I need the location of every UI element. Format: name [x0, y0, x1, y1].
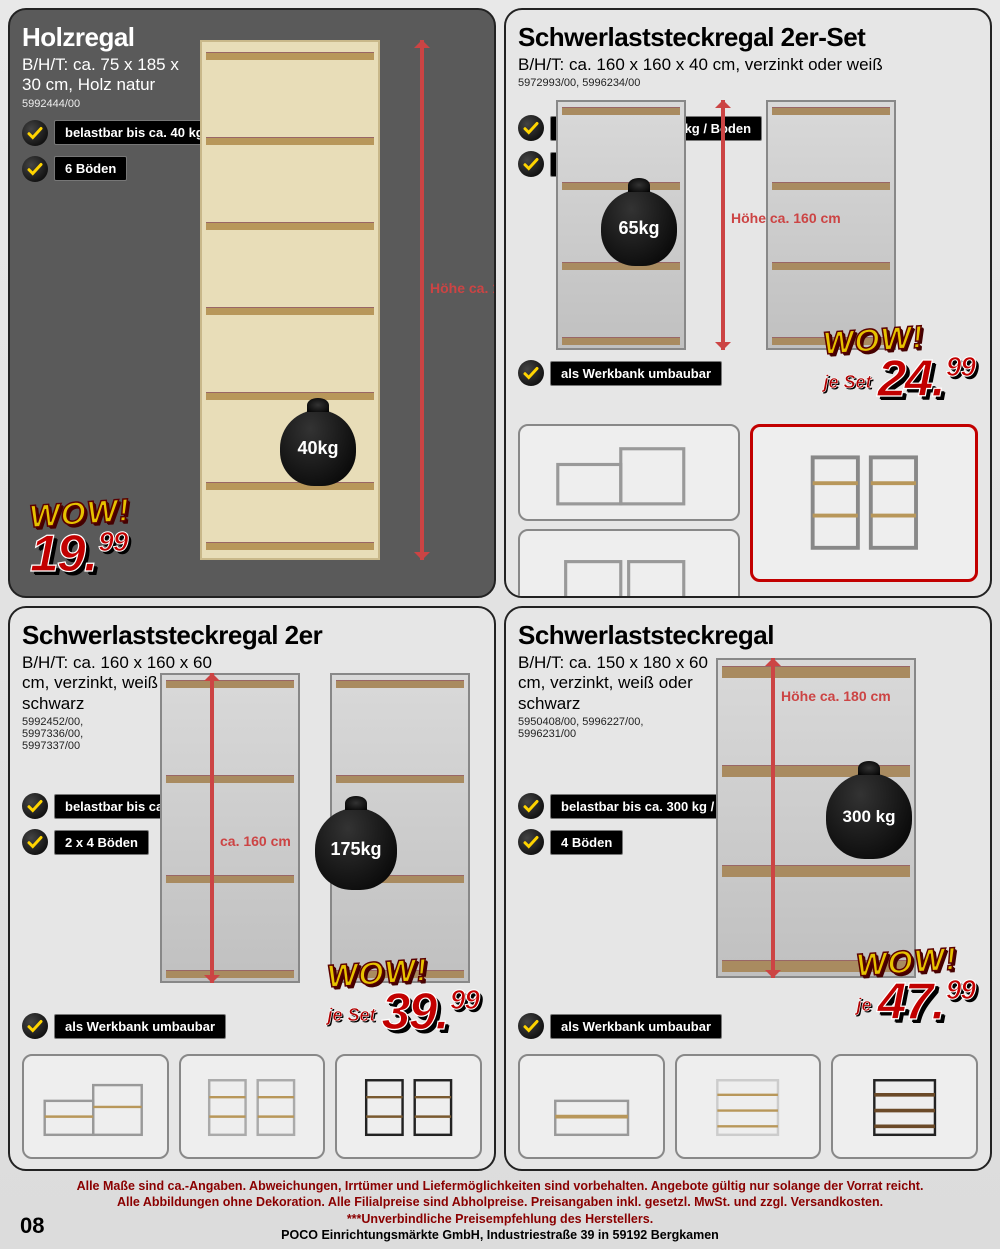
height-arrow-icon	[420, 40, 424, 560]
thumbnail	[335, 1054, 482, 1159]
height-label: Höhe ca. 185 cm	[430, 280, 496, 296]
product-spec: B/H/T: ca. 160 x 160 x 40 cm, verzinkt o…	[518, 55, 978, 75]
price: je 47. 99	[857, 980, 975, 1024]
feature-item: als Werkbank umbaubar	[518, 1013, 722, 1039]
product-image	[200, 40, 380, 560]
product-panel-holzregal: Holzregal B/H/T: ca. 75 x 185 x 30 cm, H…	[8, 8, 496, 598]
height-arrow-icon	[210, 673, 214, 983]
product-title: Schwerlaststeckregal 2er	[22, 620, 482, 651]
price-main: 19.	[30, 532, 96, 576]
thumbnail-row	[518, 1054, 978, 1159]
product-sku: 5950408/00, 5996227/00, 5996231/00	[518, 716, 698, 740]
product-panel-2er-set: Schwerlaststeckregal 2er-Set B/H/T: ca. …	[504, 8, 992, 598]
check-icon	[518, 115, 544, 141]
height-label: Höhe ca. 160 cm	[731, 210, 841, 226]
check-icon	[22, 156, 48, 182]
thumbnail	[518, 1054, 665, 1159]
price-prefix: je	[857, 995, 872, 1016]
product-sku: 5992452/00, 5997336/00, 5997337/00	[22, 716, 142, 752]
check-icon	[22, 120, 48, 146]
product-panel-2er: Schwerlaststeckregal 2er B/H/T: ca. 160 …	[8, 606, 496, 1171]
thumbnail-row	[518, 424, 978, 584]
thumbnail-selected	[750, 424, 978, 582]
price: je Set 24. 99	[824, 357, 975, 401]
feature-label: als Werkbank umbaubar	[54, 1014, 226, 1039]
footer-line: Alle Abbildungen ohne Dekoration. Alle F…	[0, 1194, 1000, 1210]
product-title: Schwerlaststeckregal	[518, 620, 978, 651]
price-cents: 99	[450, 984, 479, 1016]
footer-line: Alle Maße sind ca.-Angaben. Abweichungen…	[0, 1178, 1000, 1194]
feature-label: 4 Böden	[550, 830, 623, 855]
product-spec: B/H/T: ca. 150 x 180 x 60 cm, verzinkt, …	[518, 653, 718, 714]
check-icon	[22, 793, 48, 819]
check-icon	[22, 829, 48, 855]
check-icon	[518, 829, 544, 855]
feature-label: als Werkbank umbaubar	[550, 361, 722, 386]
thumbnail	[831, 1054, 978, 1159]
product-spec: B/H/T: ca. 75 x 185 x 30 cm, Holz natur	[22, 55, 202, 96]
check-icon	[518, 360, 544, 386]
check-icon	[518, 1013, 544, 1039]
feature-label: 6 Böden	[54, 156, 127, 181]
price-main: 47.	[878, 980, 944, 1024]
price-prefix: je Set	[328, 1005, 376, 1026]
price-block: WOW! 19. 99	[30, 495, 130, 576]
thumbnail	[518, 424, 740, 521]
price: 19. 99	[30, 532, 130, 576]
height-arrow-icon	[771, 658, 775, 978]
check-icon	[518, 793, 544, 819]
feature-label: als Werkbank umbaubar	[550, 1014, 722, 1039]
thumbnail	[179, 1054, 326, 1159]
page-number: 08	[20, 1213, 44, 1239]
height-label: ca. 160 cm	[220, 833, 291, 849]
price-prefix: je Set	[824, 372, 872, 393]
weight-text: 175kg	[330, 840, 381, 858]
height-arrow-icon	[721, 100, 725, 350]
check-icon	[518, 151, 544, 177]
price-main: 24.	[878, 357, 944, 401]
weight-text: 300 kg	[843, 808, 896, 825]
weight-badge: 65kg	[601, 190, 677, 266]
weight-badge: 300 kg	[826, 773, 912, 859]
price-cents: 99	[946, 974, 975, 1006]
thumbnail	[518, 529, 740, 598]
footer-disclaimer: Alle Maße sind ca.-Angaben. Abweichungen…	[0, 1178, 1000, 1243]
feature-item: als Werkbank umbaubar	[22, 1013, 226, 1039]
weight-badge: 175kg	[315, 808, 397, 890]
feature-item: als Werkbank umbaubar	[518, 360, 722, 386]
thumbnail-row	[22, 1054, 482, 1159]
catalog-page: Holzregal B/H/T: ca. 75 x 185 x 30 cm, H…	[0, 0, 1000, 1249]
product-sku: 5972993/00, 5996234/00	[518, 77, 978, 89]
footer-line: ***Unverbindliche Preisempfehlung des He…	[0, 1211, 1000, 1227]
thumbnail	[675, 1054, 822, 1159]
footer-company: POCO Einrichtungsmärkte GmbH, Industries…	[0, 1227, 1000, 1243]
product-panel-single: Schwerlaststeckregal B/H/T: ca. 150 x 18…	[504, 606, 992, 1171]
weight-text: 65kg	[618, 219, 659, 237]
weight-badge: 40kg	[280, 410, 356, 486]
thumbnail	[22, 1054, 169, 1159]
price-block: WOW! je Set 24. 99	[824, 320, 975, 401]
weight-text: 40kg	[297, 439, 338, 457]
price-block: WOW! je 47. 99	[857, 943, 975, 1024]
price-cents: 99	[98, 526, 127, 558]
price-block: WOW! je Set 39. 99	[328, 953, 479, 1034]
check-icon	[22, 1013, 48, 1039]
product-grid: Holzregal B/H/T: ca. 75 x 185 x 30 cm, H…	[8, 8, 992, 1171]
feature-label: 2 x 4 Böden	[54, 830, 149, 855]
height-label: Höhe ca. 180 cm	[781, 688, 891, 704]
product-image	[160, 673, 300, 983]
product-title: Schwerlaststeckregal 2er-Set	[518, 22, 978, 53]
price-main: 39.	[382, 990, 448, 1034]
price: je Set 39. 99	[328, 990, 479, 1034]
price-cents: 99	[946, 351, 975, 383]
